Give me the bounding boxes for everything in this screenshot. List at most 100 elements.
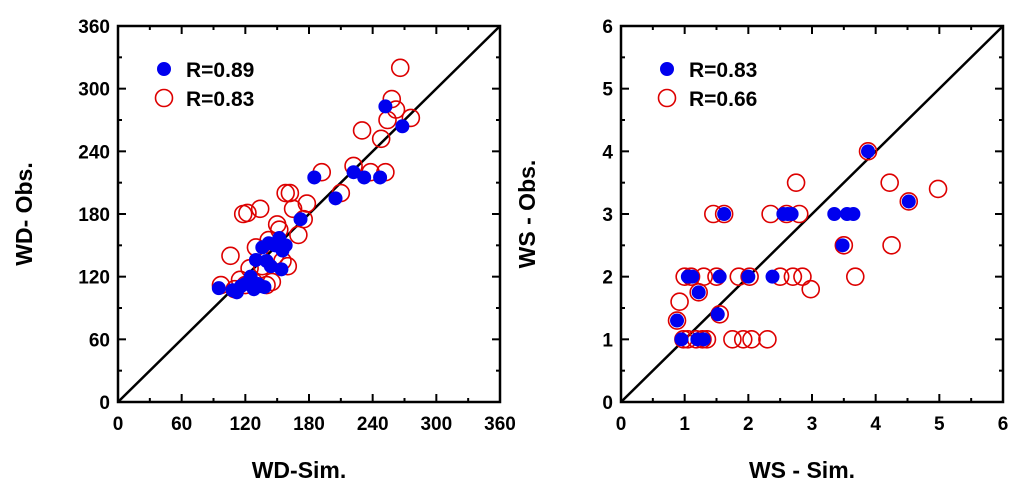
- data-point: [280, 183, 300, 203]
- data-point: [880, 173, 899, 192]
- x-tick-label: 5: [934, 414, 945, 435]
- chart-1: 0 60 120 180 240 300 360 0 60 120 180 240 300 360 WD-S…: [11, 17, 516, 483]
- data-point: [307, 170, 322, 185]
- x-tick-label: 0: [113, 414, 124, 435]
- legend: R=0.89 R=0.83: [154, 59, 254, 111]
- data-point: [882, 236, 901, 255]
- legend-label-filled: R=0.89: [186, 59, 254, 82]
- y-tick-label: 3: [602, 205, 613, 226]
- y-axis-title: WD- Obs.: [11, 162, 37, 266]
- series-filled: [211, 99, 410, 300]
- y-tick-label: 360: [78, 17, 110, 38]
- x-tick-label: 2: [743, 414, 754, 435]
- data-point: [835, 238, 850, 253]
- x-tick-label: 240: [357, 414, 389, 435]
- y-tick-label: 0: [99, 393, 110, 414]
- x-axis-title: WD-Sim.: [252, 457, 347, 483]
- data-point: [861, 144, 876, 159]
- data-point: [691, 285, 706, 300]
- data-point: [783, 267, 803, 286]
- data-point: [845, 267, 865, 286]
- y-tick-label: 5: [602, 80, 613, 101]
- y-tick-label: 6: [602, 17, 613, 38]
- data-point: [670, 313, 685, 328]
- y-axis-title: WS - Obs.: [514, 160, 540, 269]
- data-point: [712, 269, 727, 284]
- data-point: [858, 142, 878, 161]
- legend-label-filled: R=0.83: [689, 59, 757, 82]
- x-tick-label: 120: [229, 414, 261, 435]
- data-point: [357, 170, 372, 185]
- data-point: [765, 269, 780, 284]
- x-tick-label: 4: [870, 414, 881, 435]
- data-point: [278, 238, 293, 253]
- data-point: [899, 192, 919, 211]
- data-point: [221, 246, 240, 266]
- data-point: [297, 194, 317, 213]
- legend-marker-open: [657, 88, 677, 108]
- data-point: [371, 129, 391, 149]
- y-tick-label: 120: [78, 268, 110, 289]
- data-point: [401, 108, 421, 128]
- data-point: [846, 207, 861, 221]
- data-point: [786, 173, 806, 192]
- y-tick-label: 300: [78, 80, 110, 101]
- data-point: [670, 292, 689, 312]
- data-point: [928, 179, 948, 199]
- data-point: [710, 307, 725, 322]
- x-tick-label: 1: [679, 414, 690, 435]
- data-point: [373, 170, 388, 185]
- legend: R=0.83 R=0.66: [657, 59, 757, 111]
- data-point: [696, 332, 711, 347]
- x-tick-label: 3: [807, 414, 818, 435]
- data-point: [276, 183, 295, 203]
- data-point: [741, 269, 756, 284]
- series-open: [667, 142, 948, 349]
- data-point: [685, 269, 700, 284]
- y-tick-label: 2: [602, 268, 613, 289]
- y-tick-label: 0: [602, 393, 613, 414]
- data-point: [274, 262, 289, 277]
- data-point: [733, 330, 753, 349]
- legend-marker-filled: [660, 62, 674, 76]
- y-tick-label: 240: [78, 142, 110, 163]
- x-tick-label: 6: [998, 414, 1009, 435]
- data-point: [793, 267, 812, 286]
- data-point: [667, 311, 687, 330]
- data-point: [283, 199, 303, 219]
- data-point: [834, 236, 854, 255]
- data-point: [328, 191, 343, 206]
- data-point: [827, 207, 842, 221]
- legend-label-open: R=0.83: [186, 88, 254, 111]
- data-point: [378, 110, 397, 130]
- y-tick-label: 180: [78, 205, 110, 226]
- y-tick-label: 4: [602, 142, 613, 163]
- data-point: [801, 279, 821, 299]
- data-point: [289, 225, 308, 245]
- data-point: [758, 330, 777, 349]
- data-point: [901, 194, 916, 209]
- data-point: [352, 121, 372, 140]
- series-filled: [670, 144, 916, 347]
- data-point: [238, 203, 257, 223]
- data-point: [742, 330, 761, 349]
- data-point: [390, 58, 410, 78]
- y-tick-label: 60: [89, 330, 110, 351]
- one-to-one-line: [117, 25, 501, 403]
- data-point: [714, 204, 734, 224]
- data-point: [293, 212, 308, 227]
- legend-marker-filled: [157, 62, 171, 76]
- y-tick-label: 1: [602, 330, 613, 351]
- data-point: [257, 280, 272, 295]
- data-point: [674, 332, 689, 347]
- data-point: [717, 207, 732, 221]
- data-point: [211, 281, 226, 296]
- x-tick-label: 180: [293, 414, 325, 435]
- x-axis-title: WS - Sim.: [749, 457, 855, 483]
- legend-marker-open: [154, 88, 174, 108]
- legend-label-open: R=0.66: [689, 88, 757, 111]
- data-point: [723, 330, 742, 349]
- data-point: [784, 207, 799, 221]
